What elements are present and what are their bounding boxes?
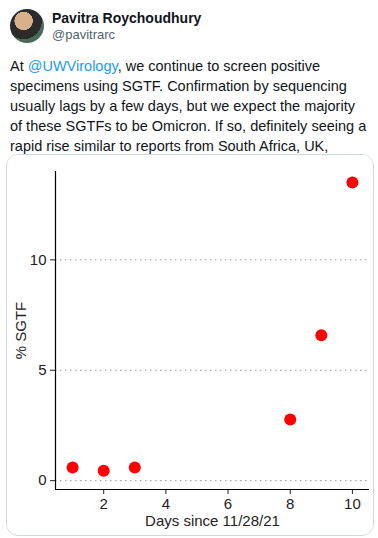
html-text:Pavitra Roychoudhury: Pavitra Roychoudhury [52,9,202,26]
svg-text:0: 0 [38,471,46,488]
svg-text:4: 4 [162,495,170,512]
svg-text:Days since 11/28/21: Days since 11/28/21 [145,512,280,529]
svg-text:8: 8 [286,495,294,512]
svg-text:% SGTF: % SGTF [12,302,29,360]
svg-text:6: 6 [224,495,232,512]
svg-text:5: 5 [38,361,46,378]
svg-text:2: 2 [100,495,108,512]
html-text:@pavitrarc: @pavitrarc [52,26,115,42]
html-text:At @UWVirology, we continue to: At @UWVirology, we continue to screen po… [10,58,367,174]
svg-text:10: 10 [344,495,361,512]
svg-text:10: 10 [30,251,47,268]
